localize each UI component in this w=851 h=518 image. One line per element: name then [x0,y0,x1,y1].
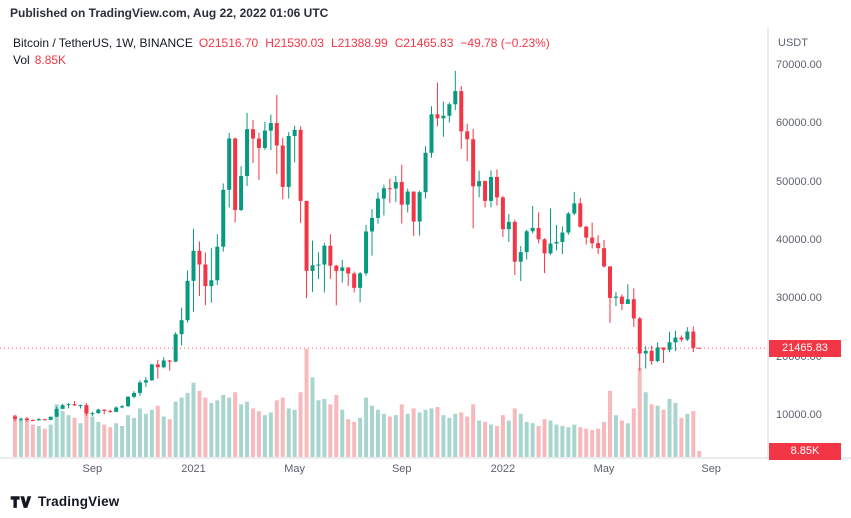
chart-legend: Bitcoin / TetherUS, 1W, BINANCE O21516.70… [13,36,550,50]
ohlc-change: −49.78 (−0.23%) [460,36,550,50]
footer: TradingView [10,490,119,512]
footer-brand[interactable]: TradingView [38,493,120,509]
ohlc-high: H21530.03 [265,36,324,50]
last-volume-badge: 8.85K [769,442,841,460]
last-price-badge: 21465.83 [769,339,841,357]
volume-legend: Vol 8.85K [13,53,66,67]
tradingview-logo-icon[interactable] [10,493,32,509]
ohlc-low: L21388.99 [330,36,388,50]
price-axis-currency: USDT [778,37,808,49]
published-caption: Published on TradingView.com, Aug 22, 20… [10,6,329,20]
volume-value: 8.85K [34,53,67,67]
symbol-title[interactable]: Bitcoin / TetherUS, 1W, BINANCE [13,36,193,50]
volume-label: Vol [13,53,30,67]
ohlc-close: C21465.83 [394,36,454,50]
ohlc-open: O21516.70 [198,36,259,50]
